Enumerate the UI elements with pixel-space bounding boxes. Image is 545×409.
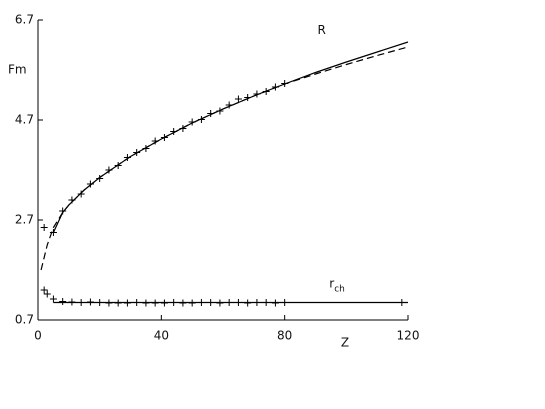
annotation: rch [329, 276, 345, 294]
y-axis-label: Fm [8, 63, 27, 77]
cross-marker [40, 224, 48, 231]
annotation: R [317, 23, 325, 37]
y-tick-label: 2.7 [15, 213, 34, 227]
annotation-text: r [329, 276, 334, 290]
cross-marker [86, 180, 94, 188]
curve [40, 46, 409, 271]
x-tick-label: 120 [397, 329, 420, 343]
cross-marker [96, 175, 104, 182]
y-tick-label: 4.7 [15, 113, 34, 127]
x-tick-label: 40 [154, 329, 169, 343]
cross-marker [49, 295, 57, 303]
y-tick-label: 6.7 [15, 13, 34, 27]
annotation-text: R [317, 23, 325, 37]
curve [52, 41, 409, 233]
cross-marker [234, 95, 242, 103]
annotation-subscript: ch [334, 284, 345, 294]
cross-marker [40, 286, 48, 294]
x-tick-label: 80 [277, 329, 292, 343]
cross-marker [43, 290, 51, 298]
x-axis-label: Z [341, 336, 349, 350]
cross-marker [77, 190, 85, 198]
x-tick-label: 0 [34, 329, 42, 343]
y-tick-label: 0.7 [15, 313, 34, 327]
cross-marker [59, 298, 67, 305]
